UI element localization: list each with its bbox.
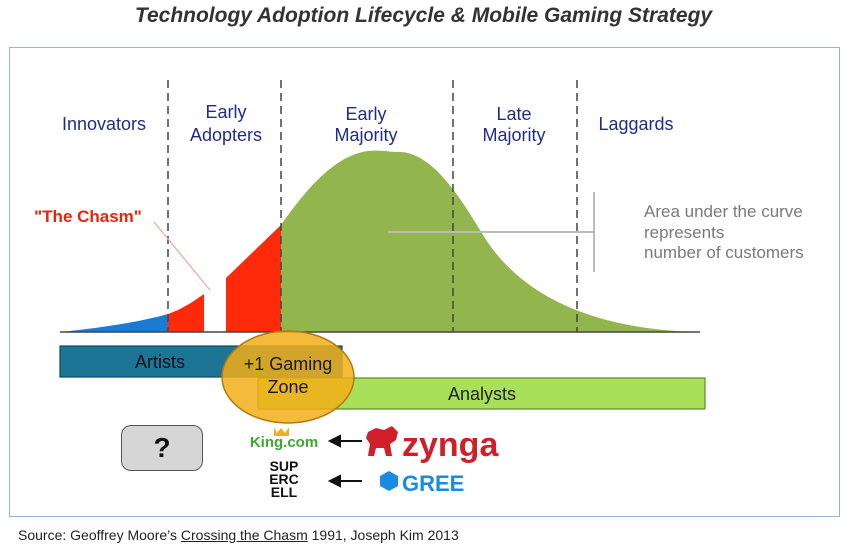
curve-majority-area — [281, 150, 700, 332]
segment-early-majority-line1: Early — [345, 104, 386, 124]
chasm-label: "The Chasm" — [34, 207, 142, 226]
gaming-zone-line2: Zone — [267, 377, 308, 397]
source-suffix: 1991, Joseph Kim 2013 — [307, 527, 459, 543]
curve-early-adopters-area — [226, 225, 281, 332]
segment-innovators: Innovators — [62, 114, 146, 134]
curve-chasm-edge-area — [168, 294, 204, 332]
zynga-logo-text: zynga — [402, 426, 499, 464]
source-book-title: Crossing the Chasm — [180, 527, 308, 543]
king-logo: King.com — [250, 427, 318, 451]
segment-late-majority-line2: Majority — [482, 125, 545, 145]
annotation-line2: represents — [644, 223, 724, 242]
analysts-label: Analysts — [448, 384, 516, 404]
segment-early-majority-line2: Majority — [334, 125, 397, 145]
curve-innovators-area — [60, 314, 168, 332]
segment-late-majority-line1: Late — [496, 104, 531, 124]
king-logo-text: King.com — [250, 434, 318, 451]
chasm-pointer — [153, 221, 211, 291]
source-note: Source: Geoffrey Moore’s Crossing the Ch… — [18, 527, 459, 543]
segment-early-adopters-line1: Early — [205, 102, 246, 122]
gree-logo-text: GREE — [402, 471, 464, 496]
supercell-line2: ERC — [269, 471, 299, 487]
gaming-zone-line1: +1 Gaming — [244, 354, 333, 374]
supercell-logo: SUP ERC ELL — [269, 458, 299, 500]
arrow-head-1 — [327, 434, 341, 448]
gree-hexagon-icon — [380, 471, 398, 491]
zynga-dog-icon — [366, 426, 398, 456]
source-prefix: Source: Geoffrey Moore’s — [18, 527, 181, 543]
supercell-line3: ELL — [271, 484, 298, 500]
segment-laggards: Laggards — [598, 114, 673, 134]
annotation-line1: Area under the curve — [644, 202, 803, 221]
gaming-zone — [221, 330, 355, 424]
supercell-line1: SUP — [270, 458, 299, 474]
page-title: Technology Adoption Lifecycle & Mobile G… — [134, 4, 713, 27]
annotation-line3: number of customers — [644, 243, 804, 262]
arrow-head-2 — [327, 474, 341, 488]
segment-early-adopters-line2: Adopters — [190, 125, 262, 145]
zynga-logo: zynga — [366, 426, 499, 464]
unknown-company-box: ? — [121, 425, 203, 471]
artists-label: Artists — [135, 352, 185, 372]
gree-logo: GREE — [380, 471, 464, 496]
